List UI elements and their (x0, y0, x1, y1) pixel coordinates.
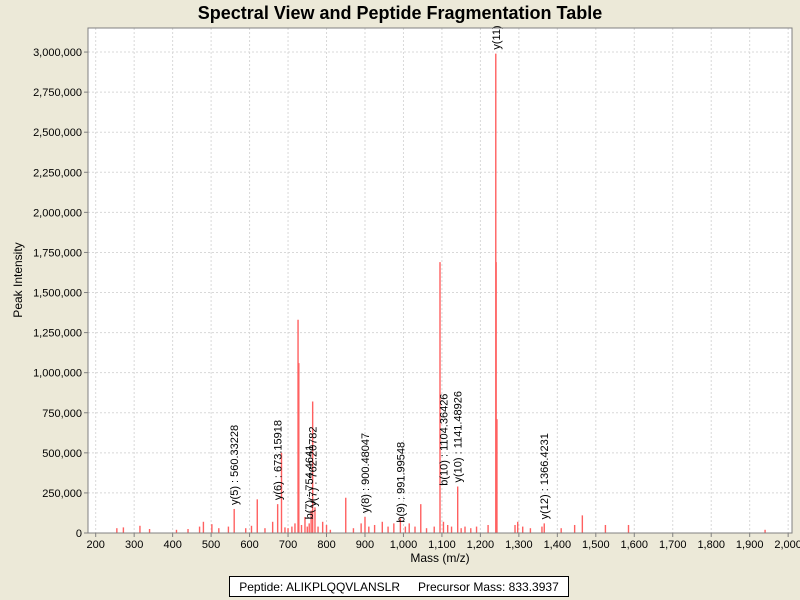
x-tick-label: 1,800 (697, 539, 725, 551)
peptide-info-box: Peptide: ALIKPLQQVLANSLR Precursor Mass:… (229, 576, 569, 597)
x-tick-label: 1,500 (582, 539, 610, 551)
peak-annotation: y(5) : 560.33228 (229, 425, 241, 505)
peak-series (116, 53, 766, 533)
y-tick-label: 1,250,000 (33, 328, 82, 340)
x-tick-label: 300 (125, 539, 143, 551)
peak-annotation: b(10) : 1104.36426 (438, 394, 450, 486)
y-tick-label: 2,000,000 (33, 207, 82, 219)
x-tick-label: 1,300 (505, 539, 533, 551)
peak-annotation: y(6) : 673.15918 (273, 420, 285, 500)
y-axis-label: Peak Intensity (11, 242, 25, 317)
x-axis: 200 300 400 500 600 700 800 900 1,000 1,100 1,200 1… (87, 533, 800, 551)
y-tick-label: 2,500,000 (33, 127, 82, 139)
x-tick-label: 1,400 (544, 539, 572, 551)
y-axis: 0 250,000 500,000 750,000 1,000,000 1,250,000… (33, 47, 88, 540)
peak-annotation: b(9) : 991.99548 (395, 442, 407, 523)
y-tick-label: 250,000 (42, 488, 82, 500)
plot-border (87, 27, 793, 534)
precursor-mass: Precursor Mass: 833.3937 (418, 579, 559, 594)
x-tick-label: 1,700 (659, 539, 687, 551)
y-tick-label: 750,000 (42, 408, 82, 420)
x-tick-label: 600 (240, 539, 258, 551)
y-tick-label: 0 (76, 528, 82, 540)
peak-annotation: b(7) : 754.4641 (304, 445, 316, 520)
y-tick-label: 500,000 (42, 448, 82, 460)
y-tick-label: 1,000,000 (33, 368, 82, 380)
y-tick-label: 3,000,000 (33, 47, 82, 59)
chart-title: Spectral View and Peptide Fragmentation … (197, 3, 603, 23)
x-tick-label: 200 (87, 539, 105, 551)
y-tick-label: 2,750,000 (33, 87, 82, 99)
x-tick-label: 2,000 (774, 539, 800, 551)
peak-annotation: y(11) (491, 25, 503, 49)
x-tick-label: 500 (202, 539, 220, 551)
x-tick-label: 1,200 (467, 539, 495, 551)
peak-annotations: y(5) : 560.33228 y(6) : 673.15918 b(7) : 7… (229, 25, 551, 522)
x-axis-label: Mass (m/z) (410, 551, 469, 565)
peak-annotation: y(12) : 1366.4231 (539, 433, 551, 519)
x-tick-label: 900 (356, 539, 374, 551)
x-tick-label: 1,100 (428, 539, 456, 551)
x-tick-label: 800 (317, 539, 335, 551)
x-tick-label: 1,000 (390, 539, 418, 551)
x-tick-label: 1,600 (621, 539, 649, 551)
peptide-sequence: Peptide: ALIKPLQQVLANSLR (239, 579, 400, 594)
y-tick-label: 2,250,000 (33, 167, 82, 179)
x-tick-label: 700 (279, 539, 297, 551)
peak-annotation: y(8) : 900.48047 (360, 433, 372, 513)
peak-annotation: y(7) : 762.20782 (308, 426, 320, 506)
spectrum-chart: y(5) : 560.33228 y(6) : 673.15918 b(7) : 7… (11, 25, 800, 565)
y-tick-label: 1,750,000 (33, 247, 82, 259)
x-tick-label: 400 (163, 539, 181, 551)
y-tick-label: 1,500,000 (33, 288, 82, 300)
peak-annotation: y(10) : 1141.48926 (453, 391, 465, 483)
x-tick-label: 1,900 (736, 539, 764, 551)
